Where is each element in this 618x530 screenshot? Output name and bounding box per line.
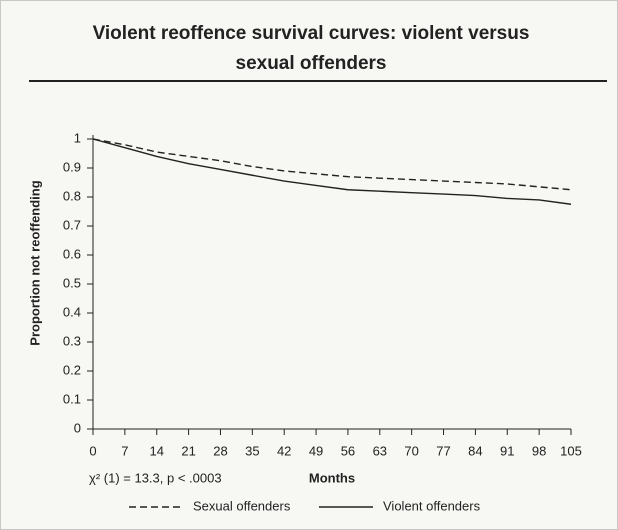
x-tick-label: 77 <box>436 443 450 458</box>
x-tick-label: 0 <box>89 443 96 458</box>
y-tick-label: 0 <box>74 420 81 435</box>
y-tick-label: 0.2 <box>63 362 81 377</box>
x-tick-label: 42 <box>277 443 291 458</box>
series-line <box>92 138 572 205</box>
x-tick-label: 84 <box>468 443 482 458</box>
series-line <box>92 138 572 191</box>
x-tick-label: 49 <box>309 443 323 458</box>
y-tick-label: 0.6 <box>63 246 81 261</box>
x-tick-label: 28 <box>213 443 227 458</box>
y-tick-label: 0.9 <box>63 159 81 174</box>
x-tick-label: 35 <box>245 443 259 458</box>
legend-label: Violent offenders <box>383 498 481 513</box>
x-tick-label: 14 <box>149 443 163 458</box>
annotation: χ² (1) = 13.3, p < .0003 <box>89 470 222 485</box>
y-tick-label: 0.3 <box>63 333 81 348</box>
y-tick-label: 1 <box>74 130 81 145</box>
y-tick-label: 0.4 <box>63 304 81 319</box>
y-axis-label: Proportion not reoffending <box>27 180 42 345</box>
y-tick-label: 0.8 <box>63 188 81 203</box>
y-tick-label: 0.1 <box>63 391 81 406</box>
x-tick-label: 105 <box>560 443 582 458</box>
legend-label: Sexual offenders <box>193 498 291 513</box>
x-tick-label: 63 <box>373 443 387 458</box>
x-tick-label: 91 <box>500 443 514 458</box>
x-tick-label: 70 <box>404 443 418 458</box>
x-tick-label: 98 <box>532 443 546 458</box>
chart-title: Violent reoffence survival curves: viole… <box>92 23 530 74</box>
x-tick-label: 21 <box>181 443 195 458</box>
x-tick-label: 56 <box>341 443 355 458</box>
y-tick-label: 0.5 <box>63 275 81 290</box>
x-axis-label: Months <box>309 470 355 485</box>
y-tick-label: 0.7 <box>63 217 81 232</box>
x-tick-label: 7 <box>121 443 128 458</box>
